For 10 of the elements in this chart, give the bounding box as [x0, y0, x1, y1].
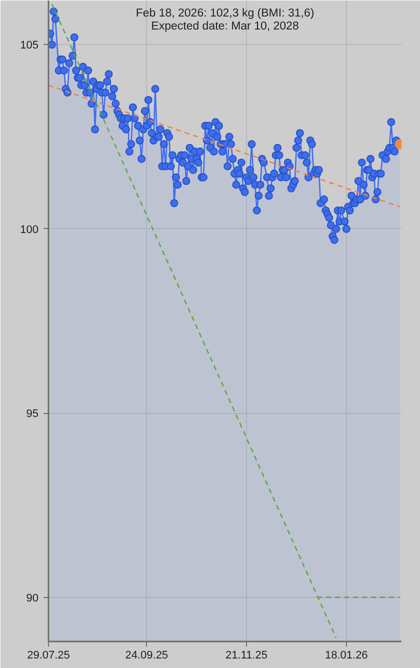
y-tick-label: 100	[20, 224, 39, 236]
x-tick-label: 29.07.25	[27, 650, 70, 662]
x-tick-label: 18.01.26	[324, 650, 368, 662]
y-tick-label: 105	[20, 40, 39, 52]
text: Feb 18, 2026: 102,3 kg (BMI: 31,6)	[136, 8, 314, 20]
x-tick-label: 24.09.25	[125, 650, 168, 662]
x-tick-label: 21.11.25	[226, 650, 268, 662]
y-tick-label: 90	[26, 592, 39, 604]
y-tick-label: 95	[26, 408, 39, 420]
text: Expected date: Mar 10, 2028	[151, 20, 299, 32]
